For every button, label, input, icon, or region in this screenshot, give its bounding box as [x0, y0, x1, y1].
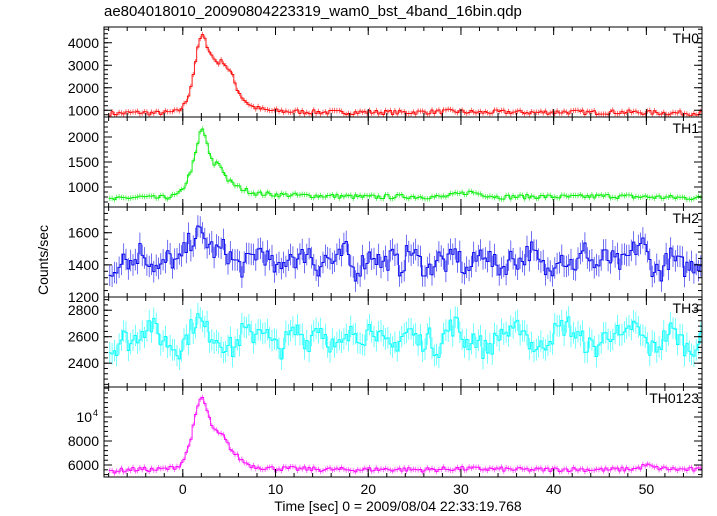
panel-frame	[103, 116, 703, 208]
panel-label: TH0	[673, 30, 700, 46]
panel-th0123: TH0123 6000 8000 10 4	[68, 386, 703, 478]
y-tick-label: 8000	[68, 433, 99, 449]
series-line-th0	[108, 34, 702, 117]
y-tick-label: 2000	[68, 129, 99, 145]
error-bars-th0123	[109, 394, 702, 476]
y-tick-label: 1400	[68, 257, 99, 273]
x-axis-label: Time [sec] 0 = 2009/08/04 22:33:19.768	[274, 498, 522, 514]
x-tick-label: 40	[546, 481, 562, 497]
y-tick-label: 1600	[68, 225, 99, 241]
y-tick-label: 1000	[68, 102, 99, 118]
panel-label: TH2	[673, 210, 700, 226]
series-line-th1	[108, 128, 702, 201]
series-th3	[108, 302, 702, 370]
y-tick-label: 2800	[68, 302, 99, 318]
chart-title: ae804018010_20090804223319_wam0_bst_4ban…	[104, 3, 522, 20]
series-th2	[108, 215, 702, 292]
y-tick-label-exponent: 4	[93, 408, 98, 418]
y-tick-label: 6000	[68, 457, 99, 473]
y-axis-label: Counts/sec	[35, 225, 51, 295]
panel-label: TH1	[673, 120, 700, 136]
panel-th0: TH0 1000 2000 3000 4000	[68, 26, 703, 118]
y-tick-label: 2400	[68, 355, 99, 371]
panel-frame	[103, 206, 703, 298]
y-tick-label: 1200	[68, 289, 99, 305]
series-th1	[108, 126, 702, 203]
error-bars-th3	[109, 302, 702, 370]
series-th0123	[108, 394, 702, 476]
x-tick-label: 50	[639, 481, 655, 497]
series-th0	[108, 31, 702, 117]
y-tick-label: 1500	[68, 154, 99, 170]
y-tick-label: 2000	[68, 80, 99, 96]
panel-label: TH0123	[649, 390, 699, 406]
x-tick-label: 10	[268, 481, 284, 497]
panel-frame	[103, 26, 703, 118]
panel-frame	[103, 296, 703, 388]
series-line-th2	[108, 225, 702, 282]
panel-frame	[103, 386, 703, 478]
y-tick-label: 10	[76, 409, 92, 425]
panel-label: TH3	[673, 300, 700, 316]
panel-th3: TH3 2400 2600 2800	[68, 296, 703, 388]
y-tick-label: 2600	[68, 329, 99, 345]
panel-th1: TH1 1000 1500 2000	[68, 116, 703, 208]
y-tick-label: 3000	[68, 57, 99, 73]
x-tick-label: 0	[179, 481, 187, 497]
series-line-th3	[108, 313, 702, 360]
y-tick-label: 4000	[68, 35, 99, 51]
x-tick-label: 30	[453, 481, 469, 497]
series-line-th0123	[108, 397, 702, 474]
error-bars-th0	[109, 31, 702, 117]
error-bars-th1	[109, 126, 702, 203]
y-tick-label: 1000	[68, 179, 99, 195]
x-tick-label: 20	[360, 481, 376, 497]
panel-th2: TH2 1200 1400 1600	[68, 206, 703, 305]
